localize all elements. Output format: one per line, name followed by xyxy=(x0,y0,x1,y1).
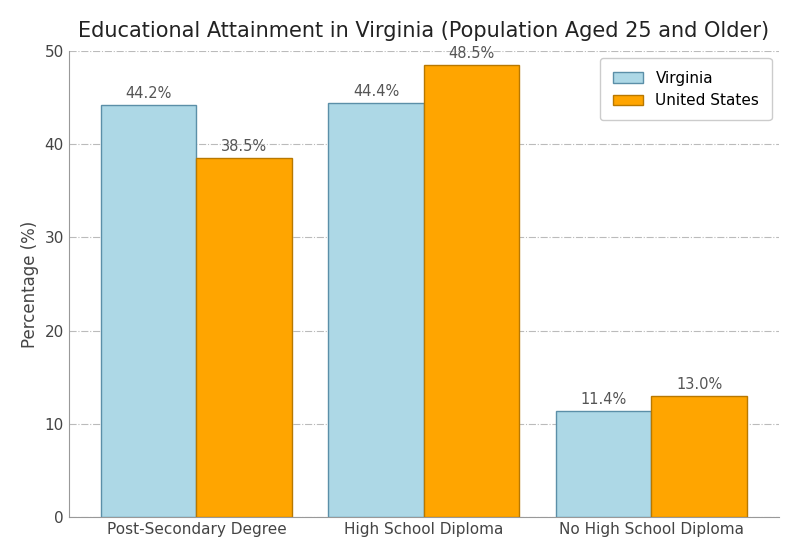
Text: 11.4%: 11.4% xyxy=(581,392,626,407)
Text: 48.5%: 48.5% xyxy=(449,46,494,61)
Text: 13.0%: 13.0% xyxy=(676,377,722,392)
Text: 44.2%: 44.2% xyxy=(126,86,172,101)
Legend: Virginia, United States: Virginia, United States xyxy=(601,59,771,121)
Bar xyxy=(197,158,292,517)
Bar xyxy=(328,103,424,517)
Text: 38.5%: 38.5% xyxy=(221,140,267,155)
Text: 44.4%: 44.4% xyxy=(353,84,399,99)
Bar xyxy=(424,65,519,517)
Bar xyxy=(556,411,651,517)
Bar xyxy=(651,396,747,517)
Y-axis label: Percentage (%): Percentage (%) xyxy=(21,220,39,348)
Title: Educational Attainment in Virginia (Population Aged 25 and Older): Educational Attainment in Virginia (Popu… xyxy=(78,21,770,41)
Bar xyxy=(101,105,197,517)
